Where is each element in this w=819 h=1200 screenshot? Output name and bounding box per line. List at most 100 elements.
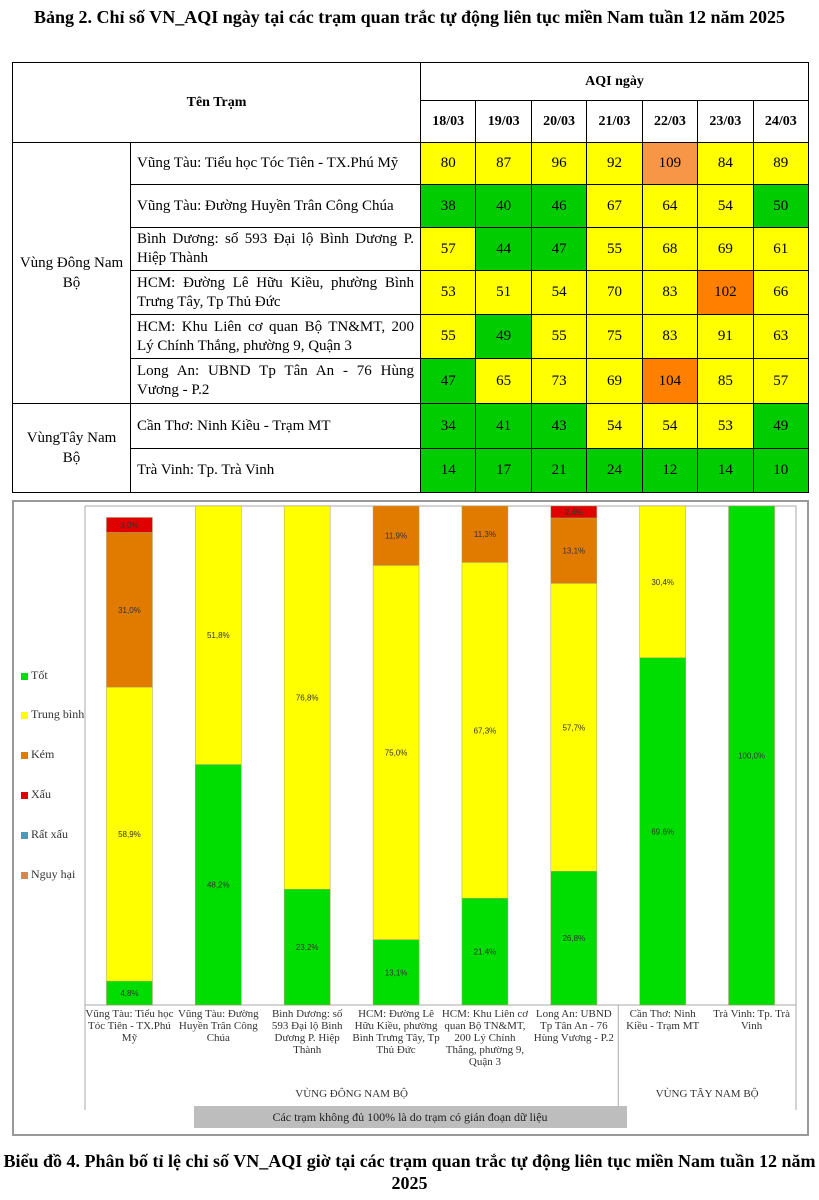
- table-row: Trà Vinh: Tp. Trà Vinh 14 17 21 24 12 14 10: [13, 448, 810, 493]
- bar-segment: [106, 532, 153, 688]
- data-label: 3,0%: [120, 521, 138, 530]
- note-text: Các trạm không đủ 100% là do trạm có giá…: [272, 1110, 547, 1124]
- category-label-box: Trà Vinh: Tp. Trà Vinh: [713, 1008, 790, 1032]
- station-name: HCM: Đường Lê Hữu Kiều, phường Bình Trưn…: [129, 270, 422, 315]
- legend-swatch: [21, 872, 28, 879]
- station-name: Bình Dương: số 593 Đại lộ Bình Dương P. …: [129, 227, 422, 271]
- bar-segment: [461, 505, 509, 563]
- data-label: 75,0%: [385, 749, 408, 758]
- aqi-value: 73: [530, 358, 588, 404]
- aqi-value: 12: [641, 448, 699, 493]
- date-header: 20/03: [530, 100, 588, 143]
- category-label: Cần Thơ: Ninh Kiều - Trạm MT: [626, 1008, 700, 1032]
- region-name: Vùng Đông Nam Bộ: [12, 142, 131, 404]
- data-label: 13,1%: [385, 968, 408, 977]
- aqi-value: 104: [641, 358, 699, 404]
- aqi-value: 69: [697, 227, 754, 271]
- aqi-value: 47: [530, 227, 588, 271]
- group-label: VÙNG TÂY NAM BỘ: [656, 1088, 759, 1100]
- aqi-value: 38: [420, 184, 477, 228]
- legend-item: Nguy hại: [31, 867, 75, 881]
- aqi-value: 14: [697, 448, 754, 493]
- aqi-value: 54: [530, 270, 588, 315]
- aqi-value: 43: [530, 403, 588, 449]
- data-label: 26,8%: [562, 934, 585, 943]
- aqi-value: 57: [420, 227, 477, 271]
- category-label-box: Cần Thơ: Ninh Kiều - Trạm MT: [626, 1008, 700, 1032]
- bar-segment: [283, 888, 331, 1006]
- date-header: 21/03: [586, 100, 643, 143]
- bar-segment: [461, 897, 509, 1006]
- data-label: 13,1%: [562, 547, 585, 556]
- aqi-value: 67: [586, 184, 643, 228]
- aqi-value: 54: [641, 403, 699, 449]
- legend-swatch: [21, 752, 28, 759]
- aqi-value: 66: [752, 270, 810, 315]
- legend-label: Trung bình: [31, 707, 85, 721]
- note-box: [194, 1106, 627, 1128]
- legend-item: Tốt: [31, 668, 48, 682]
- bar-segment: [728, 505, 775, 1006]
- data-label: 4,8%: [120, 989, 138, 998]
- date-header: 19/03: [475, 100, 532, 143]
- bar-segment: [195, 764, 242, 1006]
- table-row: HCM: Đường Lê Hữu Kiều, phường Bình Trưn…: [13, 270, 810, 315]
- aqi-value: 50: [752, 184, 810, 228]
- table-row: Vùng Đông Nam Bộ Vũng Tàu: Tiểu học Tóc T…: [12, 142, 810, 404]
- data-label: 31,0%: [118, 606, 141, 615]
- date-header: 23/03: [697, 100, 754, 143]
- category-label-box: Bình Dương: số 593 Đại lộ Bình Dương P. …: [272, 1008, 343, 1056]
- category-label-box: HCM: Đường Lê Hữu Kiều, phường Bình Trưn…: [352, 1008, 439, 1056]
- aqi-value: 21: [530, 448, 588, 493]
- data-label: 30,4%: [651, 578, 674, 587]
- bar-segment: [639, 657, 686, 1006]
- aqi-value: 91: [697, 314, 754, 359]
- data-label: 11,3%: [474, 530, 496, 539]
- aqi-table: Tên Trạm AQI ngày 18/03 19/03 20/03 21/03 22…: [11, 62, 810, 493]
- data-label: 58,9%: [118, 830, 141, 839]
- aqi-value: 70: [586, 270, 643, 315]
- station-name: Long An: UBND Tp Tân An - 76 Hùng Vương …: [129, 358, 422, 404]
- aqi-value: 49: [752, 403, 810, 449]
- bar-segment: [106, 686, 153, 982]
- aqi-value: 68: [641, 227, 699, 271]
- aqi-value: 14: [420, 448, 477, 493]
- legend-item: Kém: [31, 747, 55, 761]
- region-name: VùngTây Nam Bộ: [12, 403, 131, 493]
- date-header: 24/03: [752, 100, 810, 143]
- aqi-value: 55: [530, 314, 588, 359]
- aqi-value: 92: [586, 142, 643, 185]
- aqi-value: 96: [530, 142, 588, 185]
- category-label-box: HCM: Khu Liên cơ quan Bộ TN&MT, 200 Lý C…: [442, 1008, 528, 1068]
- category-label: Vũng Tàu: Tiểu học Tóc Tiên - TX.Phú Mỹ: [85, 1008, 174, 1044]
- data-label: 67,3%: [474, 726, 497, 735]
- date-header: 22/03: [641, 100, 699, 143]
- aqi-value: 83: [641, 314, 699, 359]
- legend-label: Kém: [31, 747, 55, 761]
- legend-swatch: [21, 712, 28, 719]
- legend-swatch: [21, 792, 28, 799]
- aqi-value: 54: [697, 184, 754, 228]
- aqi-value: 109: [641, 142, 699, 185]
- aqi-value: 89: [752, 142, 810, 185]
- station-name: Vũng Tàu: Đường Huyền Trân Công Chúa: [129, 184, 422, 228]
- aqi-value: 34: [420, 403, 477, 449]
- data-label: 23,2%: [296, 943, 319, 952]
- aqi-value: 53: [697, 403, 754, 449]
- data-label: 76,8%: [296, 694, 319, 703]
- legend-item: Rất xấu: [31, 827, 68, 841]
- aqi-value: 51: [475, 270, 532, 315]
- data-label: 11,9%: [385, 532, 407, 541]
- table-title: Bảng 2. Chỉ số VN_AQI ngày tại các trạm …: [34, 7, 785, 27]
- table-row: Vũng Tàu: Đường Huyền Trân Công Chúa 38 40…: [13, 184, 810, 228]
- aqi-value: 69: [586, 358, 643, 404]
- aqi-value: 85: [697, 358, 754, 404]
- station-name: Vũng Tàu: Tiểu học Tóc Tiên - TX.Phú Mỹ: [129, 142, 422, 185]
- table-row: Bình Dương: số 593 Đại lộ Bình Dương P. …: [13, 227, 810, 271]
- bar-segment: [195, 505, 242, 765]
- data-label: 100,0%: [738, 752, 765, 761]
- legend-swatch: [21, 832, 28, 839]
- legend-label: Rất xấu: [31, 827, 68, 841]
- legend-item: Trung bình: [31, 707, 85, 721]
- aqi-value: 83: [641, 270, 699, 315]
